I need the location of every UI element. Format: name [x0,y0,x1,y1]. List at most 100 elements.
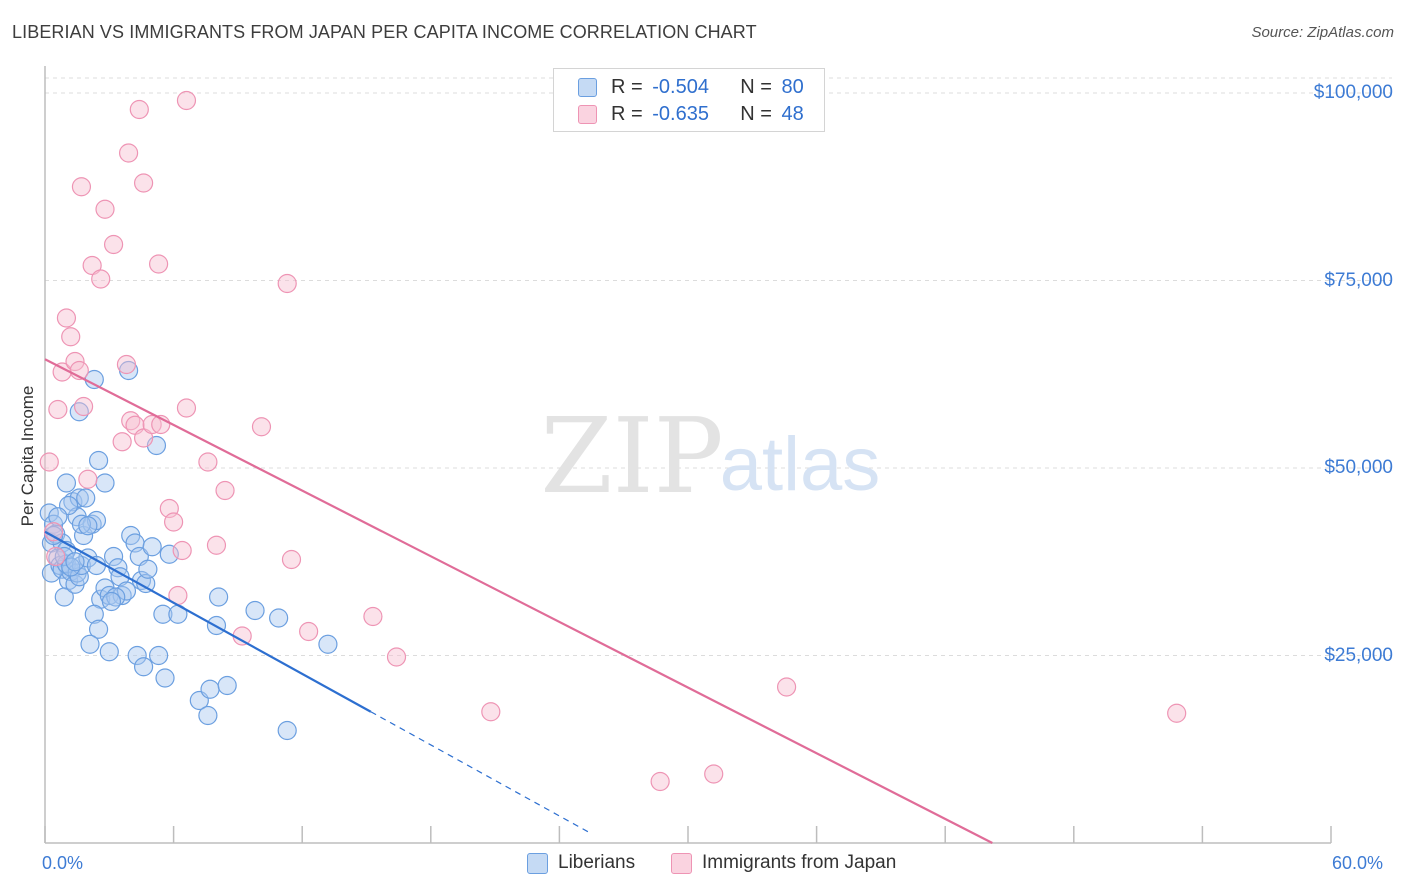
japan-point [650,771,670,792]
liberians-point [277,720,297,741]
liberians-point [245,600,265,621]
series-legend-label: Liberians [558,852,636,873]
liberians-point [116,581,137,601]
legend-r-value: -0.635 [652,102,709,125]
japan-point [78,469,98,489]
japan-point [215,480,235,501]
liberians-point [54,587,74,607]
japan-trend-line [44,358,993,844]
liberians-trend-extension [370,711,592,835]
japan-point [46,546,66,567]
legend-n-value: 80 [781,75,804,98]
japan-point [251,417,272,437]
liberians-point [103,546,124,567]
legend-n-value: 48 [781,102,804,125]
liberians-point [48,507,68,527]
liberians-point [269,608,289,628]
japan-point [129,99,149,120]
japan-point [65,351,85,372]
japan-point [112,432,132,452]
liberians-point [133,657,154,677]
japan-point [48,399,68,420]
liberians-point [127,645,147,666]
liberians-point [198,705,218,726]
liberians-point [88,619,109,639]
trend-lines [44,358,993,844]
japan-point [71,177,92,197]
japan-point [39,452,59,472]
japan-point [95,199,115,219]
liberians-point [65,552,85,572]
liberians-point [148,645,169,666]
japan-point [281,549,302,570]
y-tick-label: $100,000 [1313,82,1393,103]
japan-point [73,396,94,417]
liberians-point [138,559,158,579]
liberians-point [200,679,220,699]
legend-swatch-japan [578,104,597,124]
liberians-point [69,488,89,508]
liberians-point [142,537,162,557]
liberians-point [209,587,229,607]
japan-point [776,677,797,697]
japan-point [176,398,197,418]
watermark-zip: ZIP [540,395,723,517]
japan-point [103,234,124,255]
japan-point [61,327,81,347]
legend-row-liberians: R = -0.504 N = 80 [578,75,804,99]
source-label: Source: ZipAtlas.com [1251,24,1394,41]
series-swatch-liberians [527,852,548,874]
japan-point [133,173,154,193]
japan-point [299,621,319,642]
watermark-atlas: atlas [720,422,881,507]
legend-n-label: N = [740,75,778,98]
liberians-point [318,634,338,654]
y-axis-label: Per Capita Income [18,385,37,527]
liberians-trend-line [44,530,372,713]
x-tick-max: 60.0% [1332,853,1384,873]
japan-point [118,143,139,163]
x-tick-min: 0.0% [42,853,84,873]
liberians-point [101,591,122,612]
japan-point [82,255,102,276]
legend-swatch-liberians [578,77,597,97]
liberians-point [159,544,179,564]
series-legend-japan[interactable]: Immigrants from Japan [671,852,896,874]
legend-row-japan: R = -0.635 N = 48 [578,102,804,126]
japan-point [206,535,227,555]
liberians-point [56,473,77,493]
liberians-point [88,450,109,471]
japan-point [164,512,184,532]
japan-point [176,90,197,111]
japan-point [133,428,154,448]
japan-point [386,647,407,667]
series-legend-liberians[interactable]: Liberians [527,852,635,874]
legend-r-value: -0.504 [652,75,709,98]
liberians-point [155,668,175,688]
japan-point [91,269,111,289]
liberians-point [217,675,237,696]
japan-point [43,522,64,542]
japan-point [1167,703,1187,723]
japan-point [172,540,192,561]
series-legend: Liberians Immigrants from Japan [0,852,1406,878]
series-swatch-japan [671,852,692,874]
japan-point [481,702,501,722]
legend-n-label: N = [740,102,778,125]
liberians-point [76,488,96,508]
gridlines [45,77,1392,656]
liberians-point [84,604,104,624]
chart-title: LIBERIAN VS IMMIGRANTS FROM JAPAN PER CA… [12,22,757,42]
y-tick-label: $75,000 [1324,269,1393,291]
y-tick-label: $25,000 [1324,644,1393,666]
series-legend-label: Immigrants from Japan [702,852,897,873]
japan-point [148,254,169,274]
legend-r-label: R = [611,102,649,125]
correlation-legend: R = -0.504 N = 80 R = -0.635 N = 48 [553,68,825,132]
liberians-point [110,567,130,587]
liberians-point [95,473,115,493]
japan-point [116,354,137,375]
data-points [39,90,1187,792]
japan-point [704,764,724,784]
